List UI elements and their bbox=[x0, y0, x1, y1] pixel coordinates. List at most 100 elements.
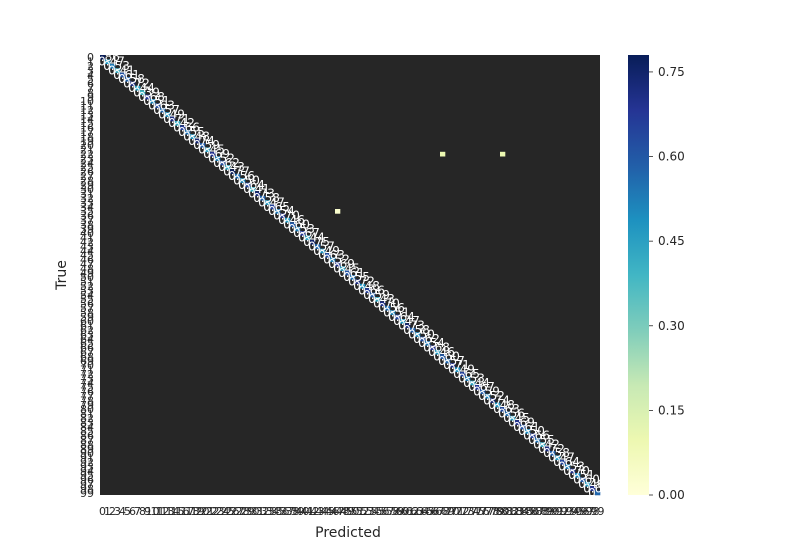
heatmap-cell bbox=[130, 81, 136, 87]
heatmap-cell bbox=[300, 231, 306, 236]
heatmap-cell bbox=[400, 319, 406, 324]
y-tick-label: 18 bbox=[80, 130, 94, 143]
x-tick-label: 24 bbox=[216, 505, 230, 518]
y-tick-label: 14 bbox=[80, 113, 94, 126]
cell-annotation: 0.55 bbox=[178, 125, 205, 139]
heatmap-cell bbox=[165, 112, 171, 117]
cell-annotation: 0.64 bbox=[388, 310, 415, 324]
y-tick-label: 57 bbox=[80, 302, 94, 315]
y-tick-label: 41 bbox=[80, 232, 94, 245]
cell-annotation: 0.58 bbox=[403, 323, 430, 337]
cell-annotation: 0.62 bbox=[413, 332, 440, 346]
y-tick-label: 16 bbox=[80, 122, 94, 135]
heatmap-cell bbox=[320, 248, 326, 254]
x-tick-label: 80 bbox=[496, 505, 510, 518]
x-tick-label: 27 bbox=[231, 505, 245, 518]
cell-annotation: 0.51 bbox=[568, 468, 595, 482]
x-tick-label: 8 bbox=[139, 505, 146, 518]
cell-annotation: 0.77 bbox=[223, 165, 250, 179]
heatmap-cell bbox=[190, 134, 196, 139]
y-tick-label: 91 bbox=[80, 452, 94, 465]
heatmap-cell bbox=[135, 85, 141, 91]
heatmap-cell bbox=[205, 147, 211, 153]
heatmap-cell bbox=[545, 446, 551, 452]
heatmap-cell bbox=[530, 433, 536, 439]
x-tick-label: 39 bbox=[291, 505, 305, 518]
y-tick-label: 48 bbox=[80, 262, 94, 275]
cell-annotation: 0.58 bbox=[253, 191, 280, 205]
y-tick-label: 39 bbox=[80, 223, 94, 236]
x-tick-label: 71 bbox=[451, 505, 465, 518]
cell-annotation: 0.49 bbox=[448, 363, 475, 377]
y-tick-label: 97 bbox=[80, 478, 94, 491]
y-tick-label: 25 bbox=[80, 161, 94, 174]
x-tick-label: 88 bbox=[536, 505, 550, 518]
heatmap-cell bbox=[140, 90, 146, 95]
x-tick-label: 85 bbox=[521, 505, 535, 518]
heatmap-cell bbox=[235, 173, 241, 179]
x-tick-label: 93 bbox=[561, 505, 575, 518]
y-tick-label: 74 bbox=[80, 377, 94, 390]
y-tick-label: 62 bbox=[80, 324, 94, 337]
heatmap-cell bbox=[570, 468, 576, 474]
heatmap-cell bbox=[215, 156, 221, 161]
x-tick-label: 78 bbox=[486, 505, 500, 518]
x-tick-label: 87 bbox=[531, 505, 545, 518]
colorbar-tick-label: 0.75 bbox=[658, 65, 685, 79]
y-tick-label: 60 bbox=[80, 315, 94, 328]
x-tick-label: 26 bbox=[226, 505, 240, 518]
x-tick-label: 90 bbox=[546, 505, 560, 518]
cell-annotation: 0.68 bbox=[138, 90, 165, 104]
heatmap-cell bbox=[585, 481, 591, 487]
y-tick-label: 99 bbox=[80, 487, 94, 500]
cell-annotation: 0.65 bbox=[263, 200, 290, 214]
x-tick-label: 36 bbox=[276, 505, 290, 518]
y-tick-label: 6 bbox=[87, 78, 94, 91]
cell-annotation: 0.73 bbox=[248, 187, 275, 201]
y-tick-label: 7 bbox=[87, 82, 94, 95]
heatmap-cell bbox=[410, 327, 416, 333]
y-tick-label: 40 bbox=[80, 227, 94, 240]
heatmap-cell bbox=[210, 151, 216, 157]
heatmap-cell bbox=[430, 345, 436, 351]
x-tick-label: 96 bbox=[576, 505, 590, 518]
x-tick-label: 3 bbox=[114, 505, 121, 518]
y-tick-label: 75 bbox=[80, 381, 94, 394]
x-tick-label: 2 bbox=[109, 505, 116, 518]
cell-annotation: 0.52 bbox=[208, 151, 235, 165]
cell-annotation: 0.48 bbox=[488, 398, 515, 412]
y-tick-label: 19 bbox=[80, 135, 94, 148]
cell-annotation: 0.72 bbox=[538, 442, 565, 456]
x-tick-label: 23 bbox=[211, 505, 225, 518]
cell-annotation: 0.60 bbox=[283, 217, 310, 231]
y-tick-label: 1 bbox=[87, 56, 94, 69]
heatmap-cell bbox=[475, 385, 481, 390]
x-tick-label: 21 bbox=[201, 505, 215, 518]
heatmap-cell bbox=[120, 72, 126, 78]
y-tick-label: 80 bbox=[80, 403, 94, 416]
y-tick-label: 87 bbox=[80, 434, 94, 447]
y-tick-label: 0 bbox=[87, 51, 94, 64]
x-tick-label: 66 bbox=[426, 505, 440, 518]
cell-annotation: 0.45 bbox=[198, 143, 225, 157]
x-tick-label: 97 bbox=[581, 505, 595, 518]
cell-annotation: 0.49 bbox=[313, 244, 340, 258]
cell-annotation: 0.52 bbox=[478, 389, 505, 403]
heatmap-cell bbox=[465, 376, 471, 381]
cell-annotation: 0.47 bbox=[98, 55, 125, 69]
x-tick-label: 42 bbox=[306, 505, 320, 518]
y-tick-label: 70 bbox=[80, 359, 94, 372]
heatmap-cell bbox=[450, 363, 456, 368]
cell-annotation: 0.46 bbox=[278, 213, 305, 227]
cell-annotation: 0.47 bbox=[393, 314, 420, 328]
x-tick-label: 82 bbox=[506, 505, 520, 518]
y-tick-label: 49 bbox=[80, 267, 94, 280]
y-tick-label: 28 bbox=[80, 174, 94, 187]
heatmap-cell bbox=[510, 415, 516, 421]
cell-annotation: 0.64 bbox=[553, 455, 580, 469]
cell-annotation: 0.75 bbox=[303, 235, 330, 249]
cell-annotation: 0.54 bbox=[268, 204, 295, 218]
x-tick-label: 72 bbox=[456, 505, 470, 518]
cell-annotation: 0.58 bbox=[543, 446, 570, 460]
y-tick-label: 15 bbox=[80, 117, 94, 130]
